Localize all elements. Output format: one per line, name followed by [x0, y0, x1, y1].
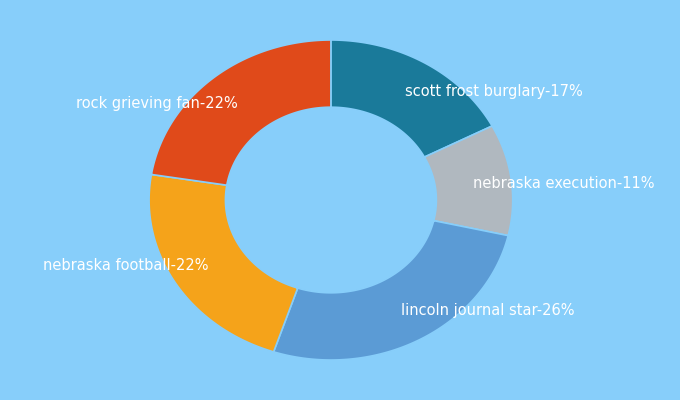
- Polygon shape: [152, 40, 331, 185]
- Polygon shape: [331, 40, 492, 157]
- Polygon shape: [273, 221, 508, 360]
- Polygon shape: [149, 174, 298, 352]
- Text: nebraska football-22%: nebraska football-22%: [43, 258, 208, 273]
- Text: scott frost burglary-17%: scott frost burglary-17%: [405, 84, 583, 100]
- Polygon shape: [424, 126, 513, 236]
- Text: nebraska execution-11%: nebraska execution-11%: [473, 176, 655, 191]
- Text: rock grieving fan-22%: rock grieving fan-22%: [76, 96, 238, 111]
- Text: lincoln journal star-26%: lincoln journal star-26%: [401, 303, 575, 318]
